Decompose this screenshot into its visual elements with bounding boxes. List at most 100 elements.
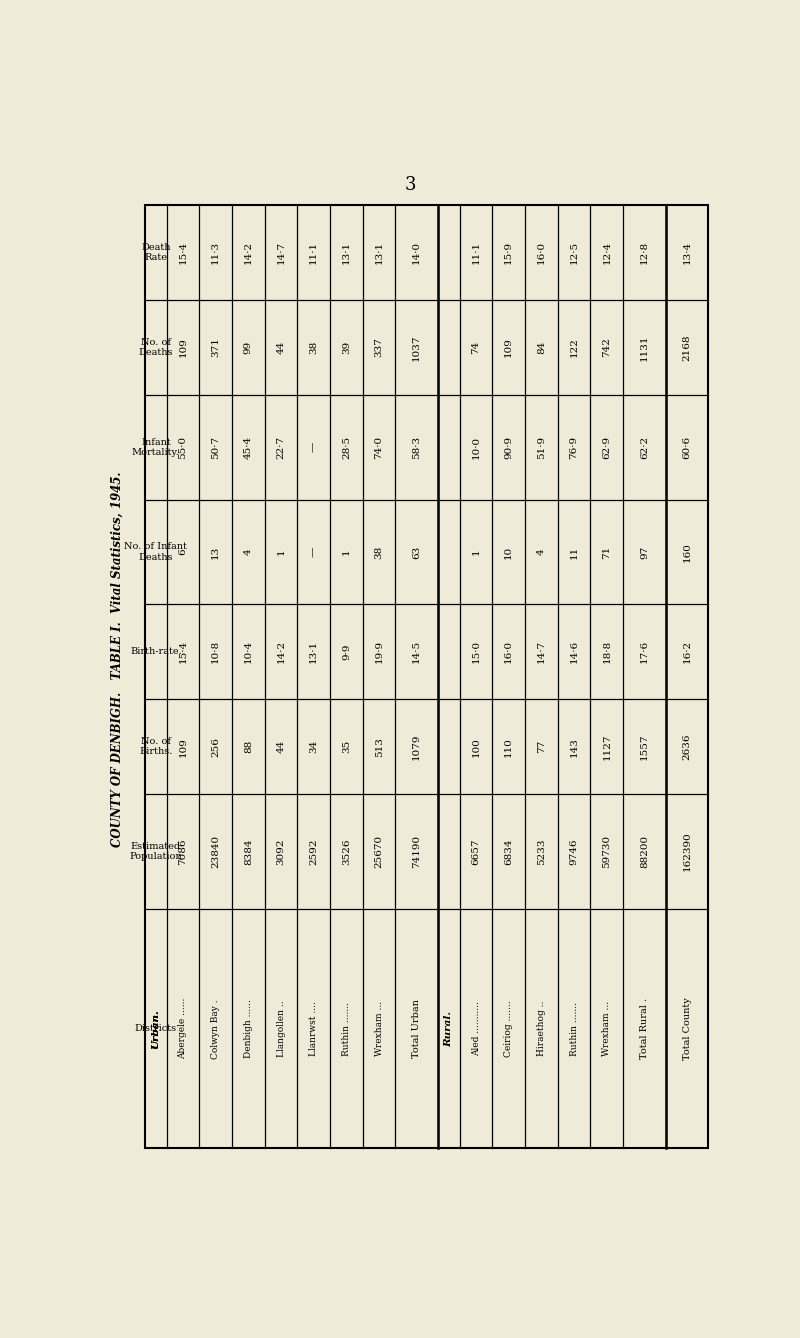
Text: 25670: 25670	[374, 835, 383, 868]
Text: COUNTY OF DENBIGH.   TABLE I.  Vital Statistics, 1945.: COUNTY OF DENBIGH. TABLE I. Vital Statis…	[110, 472, 123, 847]
Text: 5233: 5233	[537, 839, 546, 864]
Text: 8384: 8384	[244, 839, 253, 864]
Text: Aled ...........: Aled ...........	[471, 1001, 481, 1056]
Text: 109: 109	[178, 737, 187, 757]
Text: 88200: 88200	[640, 835, 649, 868]
Text: 9·9: 9·9	[342, 644, 351, 660]
Text: 7086: 7086	[178, 839, 187, 864]
Text: 109: 109	[178, 337, 187, 357]
Text: 3526: 3526	[342, 839, 351, 864]
Text: 1: 1	[471, 549, 481, 555]
Text: 14·7: 14·7	[537, 641, 546, 664]
Text: 97: 97	[640, 546, 649, 559]
Text: 10·8: 10·8	[211, 641, 220, 664]
Text: 62·2: 62·2	[640, 436, 649, 459]
Text: —: —	[310, 442, 318, 452]
Text: 4: 4	[244, 549, 253, 555]
Text: Death
Rate: Death Rate	[141, 244, 170, 262]
Text: 4: 4	[537, 549, 546, 555]
Text: 17·6: 17·6	[640, 641, 649, 664]
Text: 38: 38	[374, 546, 383, 559]
Text: 99: 99	[244, 341, 253, 355]
Text: 34: 34	[310, 740, 318, 753]
Text: 16·0: 16·0	[537, 241, 546, 264]
Text: Rural.: Rural.	[444, 1010, 454, 1046]
Text: 74·0: 74·0	[374, 436, 383, 459]
Text: Birth-rate.: Birth-rate.	[130, 648, 182, 657]
Text: 14·7: 14·7	[277, 241, 286, 264]
Text: 59730: 59730	[602, 835, 611, 868]
Text: 256: 256	[211, 737, 220, 757]
Text: No. of
Deaths: No. of Deaths	[138, 337, 173, 357]
Text: 16·0: 16·0	[504, 641, 514, 664]
Text: 13: 13	[211, 546, 220, 559]
Text: 1037: 1037	[412, 334, 422, 361]
Text: 1079: 1079	[412, 733, 422, 760]
Text: No. of Infant
Deaths: No. of Infant Deaths	[124, 542, 187, 562]
Text: 15·4: 15·4	[178, 241, 187, 264]
Text: 2636: 2636	[682, 733, 691, 760]
Text: 122: 122	[570, 337, 578, 357]
Text: 74: 74	[471, 341, 481, 355]
Text: 15·0: 15·0	[471, 641, 481, 664]
Text: Total County: Total County	[682, 997, 691, 1060]
Text: No. of
Births.: No. of Births.	[139, 737, 173, 756]
Text: Abergele ......: Abergele ......	[178, 998, 187, 1060]
Text: Total Rural .: Total Rural .	[640, 998, 649, 1060]
Text: Colwyn Bay .: Colwyn Bay .	[211, 999, 220, 1058]
Text: 13·1: 13·1	[310, 641, 318, 664]
Text: 1: 1	[277, 549, 286, 555]
Text: 11·3: 11·3	[211, 241, 220, 264]
Text: 371: 371	[211, 337, 220, 357]
Text: 16·2: 16·2	[682, 641, 691, 664]
Text: 14·2: 14·2	[244, 241, 253, 264]
Text: 55·0: 55·0	[178, 436, 187, 459]
Text: 44: 44	[277, 341, 286, 355]
Text: 71: 71	[602, 546, 611, 559]
Text: 3: 3	[404, 177, 416, 194]
Text: 45·4: 45·4	[244, 436, 253, 459]
Text: 2168: 2168	[682, 334, 691, 361]
Text: 160: 160	[682, 542, 691, 562]
Text: 1127: 1127	[602, 733, 611, 760]
Text: 10: 10	[504, 546, 514, 559]
Text: Total Urban: Total Urban	[412, 999, 422, 1058]
Text: 6657: 6657	[471, 839, 481, 864]
Text: 15·4: 15·4	[178, 641, 187, 664]
Text: Urban.: Urban.	[151, 1009, 160, 1049]
Text: Llangollen ..: Llangollen ..	[277, 1001, 286, 1057]
Text: 11·1: 11·1	[310, 241, 318, 264]
Text: 13·1: 13·1	[342, 241, 351, 264]
Text: 6: 6	[178, 549, 187, 555]
Text: 51·9: 51·9	[537, 436, 546, 459]
Text: 90·9: 90·9	[504, 436, 514, 459]
Text: 44: 44	[277, 740, 286, 753]
Text: 11: 11	[570, 546, 578, 559]
Text: Ceiriog .......: Ceiriog .......	[504, 1001, 514, 1057]
Text: 63: 63	[412, 546, 422, 559]
Text: 76·9: 76·9	[570, 436, 578, 459]
Text: 2592: 2592	[310, 839, 318, 864]
Text: 19·9: 19·9	[374, 641, 383, 664]
Text: Llanrwst ....: Llanrwst ....	[310, 1001, 318, 1056]
Text: —: —	[310, 547, 318, 557]
Text: 143: 143	[570, 737, 578, 757]
Text: 62·9: 62·9	[602, 436, 611, 459]
Text: 14·6: 14·6	[570, 641, 578, 664]
Text: 74190: 74190	[412, 835, 422, 868]
Text: Estimated
Population: Estimated Population	[130, 842, 182, 862]
Text: 88: 88	[244, 740, 253, 753]
Text: 513: 513	[374, 737, 383, 757]
Text: 28·5: 28·5	[342, 436, 351, 459]
Text: Wrexham ...: Wrexham ...	[602, 1001, 611, 1056]
Text: 60·6: 60·6	[682, 436, 691, 459]
Text: 6834: 6834	[504, 839, 514, 864]
Text: 14·5: 14·5	[412, 641, 422, 664]
Text: 12·5: 12·5	[570, 241, 578, 264]
Text: 39: 39	[342, 341, 351, 355]
Text: 14·2: 14·2	[277, 641, 286, 664]
Text: 742: 742	[602, 337, 611, 357]
Text: 110: 110	[504, 737, 514, 757]
Text: 35: 35	[342, 740, 351, 753]
Text: 58·3: 58·3	[412, 436, 422, 459]
